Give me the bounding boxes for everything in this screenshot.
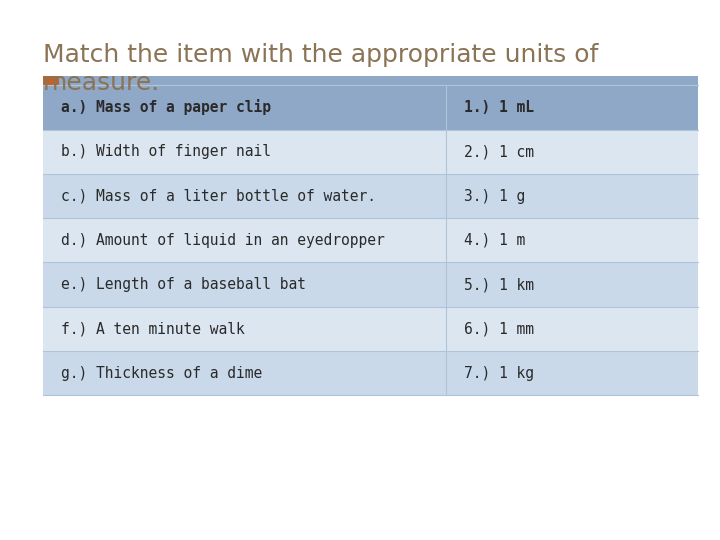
Text: 6.) 1 mm: 6.) 1 mm	[464, 321, 534, 336]
Text: 5.) 1 km: 5.) 1 km	[464, 277, 534, 292]
Text: e.) Length of a baseball bat: e.) Length of a baseball bat	[61, 277, 306, 292]
Text: 3.) 1 g: 3.) 1 g	[464, 188, 526, 204]
Text: g.) Thickness of a dime: g.) Thickness of a dime	[61, 366, 263, 381]
Text: 4.) 1 m: 4.) 1 m	[464, 233, 526, 248]
Text: a.) Mass of a paper clip: a.) Mass of a paper clip	[61, 99, 271, 116]
Text: b.) Width of finger nail: b.) Width of finger nail	[61, 144, 271, 159]
Text: d.) Amount of liquid in an eyedropper: d.) Amount of liquid in an eyedropper	[61, 233, 385, 248]
Text: Match the item with the appropriate units of
measure.: Match the item with the appropriate unit…	[43, 43, 598, 95]
Text: 2.) 1 cm: 2.) 1 cm	[464, 144, 534, 159]
Text: c.) Mass of a liter bottle of water.: c.) Mass of a liter bottle of water.	[61, 188, 376, 204]
Text: 1.) 1 mL: 1.) 1 mL	[464, 100, 534, 115]
Text: f.) A ten minute walk: f.) A ten minute walk	[61, 321, 245, 336]
Text: 7.) 1 kg: 7.) 1 kg	[464, 366, 534, 381]
